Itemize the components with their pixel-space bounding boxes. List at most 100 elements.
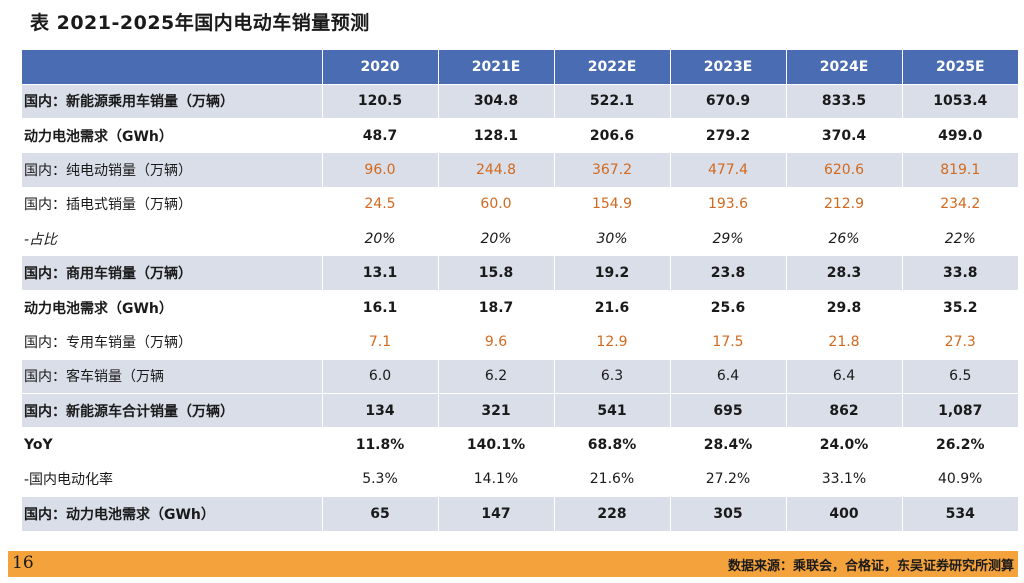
page-number: 16	[12, 553, 34, 573]
table-row: 国内：插电式销量（万辆） 24.5 60.0 154.9 193.6 212.9…	[22, 186, 1018, 222]
cell-value: 96.0	[322, 152, 439, 188]
cell-value: 26.2%	[902, 427, 1018, 463]
cell-value: 206.6	[554, 117, 671, 153]
cell-value: 620.6	[786, 152, 903, 188]
row-label: 国内：纯电动销量（万辆）	[22, 152, 323, 188]
cell-value: 833.5	[786, 83, 903, 119]
cell-value: 1,087	[902, 393, 1018, 428]
cell-value: 6.2	[438, 358, 555, 394]
cell-value: 212.9	[786, 186, 903, 222]
cell-value: 477.4	[670, 152, 787, 188]
cell-value: 15.8	[438, 255, 555, 291]
row-label: 国内：商用车销量（万辆）	[22, 255, 323, 291]
row-label: -占比	[22, 221, 323, 256]
cell-value: 65	[322, 496, 439, 532]
header-year: 2020	[322, 50, 439, 84]
cell-value: 25.6	[670, 289, 787, 325]
cell-value: 17.5	[670, 324, 787, 360]
footer-bar	[8, 551, 1018, 577]
table-row: -国内电动化率 5.3% 14.1% 21.6% 27.2% 33.1% 40.…	[22, 461, 1018, 497]
cell-value: 670.9	[670, 83, 787, 119]
table-row: 动力电池需求（GWh） 16.1 18.7 21.6 25.6 29.8 35.…	[22, 289, 1018, 325]
cell-value: 14.1%	[438, 461, 555, 497]
cell-value: 20%	[438, 221, 555, 256]
cell-value: 33.8	[902, 255, 1018, 291]
cell-value: 819.1	[902, 152, 1018, 188]
cell-value: 279.2	[670, 117, 787, 153]
table-row: 动力电池需求（GWh） 48.7 128.1 206.6 279.2 370.4…	[22, 117, 1018, 153]
table-row: 国内：新能源车合计销量（万辆） 134 321 541 695 862 1,08…	[22, 393, 1018, 428]
cell-value: 21.6	[554, 289, 671, 325]
row-label: 国内：新能源车合计销量（万辆）	[22, 393, 323, 428]
cell-value: 27.3	[902, 324, 1018, 360]
cell-value: 18.7	[438, 289, 555, 325]
header-year: 2025E	[902, 50, 1018, 84]
table-row: 国内：动力电池需求（GWh） 65 147 228 305 400 534	[22, 496, 1018, 532]
cell-value: 304.8	[438, 83, 555, 119]
header-year: 2023E	[670, 50, 787, 84]
cell-value: 370.4	[786, 117, 903, 153]
cell-value: 193.6	[670, 186, 787, 222]
cell-value: 1053.4	[902, 83, 1018, 119]
cell-value: 23.8	[670, 255, 787, 291]
table-row: 国内：商用车销量（万辆） 13.1 15.8 19.2 23.8 28.3 33…	[22, 255, 1018, 291]
cell-value: 400	[786, 496, 903, 532]
cell-value: 147	[438, 496, 555, 532]
cell-value: 128.1	[438, 117, 555, 153]
row-label: 国内：插电式销量（万辆）	[22, 186, 323, 222]
cell-value: 22%	[902, 221, 1018, 256]
row-label: 国内：新能源乘用车销量（万辆）	[22, 83, 323, 119]
cell-value: 24.0%	[786, 427, 903, 463]
table-row: -占比 20% 20% 30% 29% 26% 22%	[22, 221, 1018, 256]
row-label: 动力电池需求（GWh）	[22, 289, 323, 325]
cell-value: 19.2	[554, 255, 671, 291]
cell-value: 541	[554, 393, 671, 428]
cell-value: 28.3	[786, 255, 903, 291]
cell-value: 140.1%	[438, 427, 555, 463]
cell-value: 6.5	[902, 358, 1018, 394]
cell-value: 48.7	[322, 117, 439, 153]
row-label: 动力电池需求（GWh）	[22, 117, 323, 153]
cell-value: 5.3%	[322, 461, 439, 497]
table-row: 国内：客车销量（万辆 6.0 6.2 6.3 6.4 6.4 6.5	[22, 358, 1018, 394]
cell-value: 228	[554, 496, 671, 532]
data-source-note: 数据来源：乘联会，合格证，东吴证券研究所测算	[727, 559, 1014, 574]
cell-value: 68.8%	[554, 427, 671, 463]
table-row: 国内：纯电动销量（万辆） 96.0 244.8 367.2 477.4 620.…	[22, 152, 1018, 188]
cell-value: 862	[786, 393, 903, 428]
cell-value: 33.1%	[786, 461, 903, 497]
cell-value: 20%	[322, 221, 439, 256]
cell-value: 6.4	[670, 358, 787, 394]
cell-value: 35.2	[902, 289, 1018, 325]
header-year: 2024E	[786, 50, 903, 84]
cell-value: 6.3	[554, 358, 671, 394]
cell-value: 305	[670, 496, 787, 532]
header-corner	[22, 50, 323, 84]
page-title: 表 2021-2025年国内电动车销量预测	[30, 12, 370, 34]
cell-value: 21.6%	[554, 461, 671, 497]
cell-value: 13.1	[322, 255, 439, 291]
cell-value: 120.5	[322, 83, 439, 119]
cell-value: 134	[322, 393, 439, 428]
header-year: 2022E	[554, 50, 671, 84]
cell-value: 6.4	[786, 358, 903, 394]
cell-value: 9.6	[438, 324, 555, 360]
cell-value: 21.8	[786, 324, 903, 360]
cell-value: 12.9	[554, 324, 671, 360]
row-label: -国内电动化率	[22, 461, 323, 497]
cell-value: 534	[902, 496, 1018, 532]
cell-value: 24.5	[322, 186, 439, 222]
cell-value: 27.2%	[670, 461, 787, 497]
cell-value: 29.8	[786, 289, 903, 325]
cell-value: 11.8%	[322, 427, 439, 463]
row-label: 国内：专用车销量（万辆）	[22, 324, 323, 360]
cell-value: 7.1	[322, 324, 439, 360]
cell-value: 695	[670, 393, 787, 428]
cell-value: 154.9	[554, 186, 671, 222]
forecast-table-container: 2020 2021E 2022E 2023E 2024E 2025E 国内：新能…	[22, 50, 1018, 532]
cell-value: 26%	[786, 221, 903, 256]
table-row: 国内：新能源乘用车销量（万辆） 120.5 304.8 522.1 670.9 …	[22, 83, 1018, 119]
row-label: 国内：动力电池需求（GWh）	[22, 496, 323, 532]
cell-value: 499.0	[902, 117, 1018, 153]
cell-value: 522.1	[554, 83, 671, 119]
